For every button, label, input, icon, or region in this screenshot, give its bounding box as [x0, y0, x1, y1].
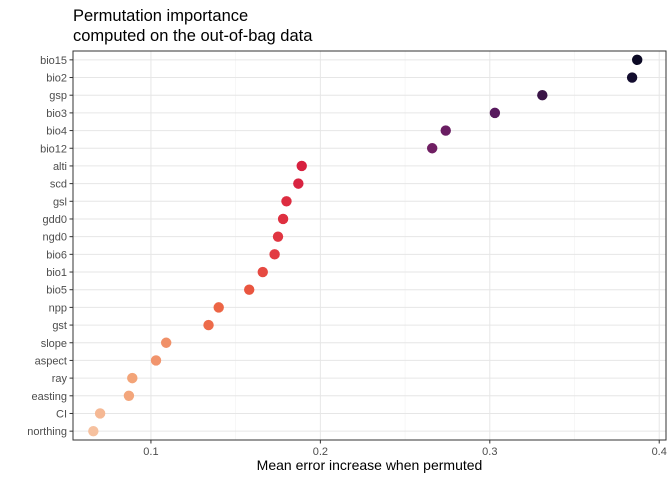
point-gsl	[281, 196, 292, 207]
point-bio2	[626, 72, 638, 83]
y-tick-label-bio2: bio2	[46, 73, 67, 85]
y-tick-label-gst: gst	[52, 320, 67, 332]
plot-border	[72, 50, 667, 441]
y-tick-label-scd: scd	[50, 179, 67, 191]
point-bio12	[426, 143, 438, 154]
x-tick-label: 0.2	[313, 446, 328, 458]
data-points	[88, 54, 643, 437]
minor-gridlines	[235, 51, 575, 440]
y-tick-label-alti: alti	[53, 161, 67, 173]
point-bio15	[631, 54, 643, 66]
point-slope	[160, 337, 172, 348]
y-tick-label-bio3: bio3	[46, 108, 67, 120]
plot-panel	[73, 51, 666, 440]
y-tick-label-gsp: gsp	[49, 90, 67, 102]
chart-title-line-1: Permutation importance	[73, 7, 248, 25]
point-ngd0	[272, 231, 284, 242]
point-easting	[123, 390, 135, 401]
point-gdd0	[277, 213, 289, 225]
point-ray	[127, 372, 138, 384]
y-tick-label-ngd0: ngd0	[43, 232, 67, 244]
point-aspect	[150, 355, 162, 366]
y-tick-label-bio12: bio12	[40, 143, 67, 155]
y-tick-label-bio6: bio6	[46, 249, 67, 261]
point-northing	[88, 425, 99, 437]
x-tick-label: 0.3	[482, 446, 497, 458]
point-gst	[203, 319, 214, 331]
y-axis-ticks: bio15 bio2 gsp bio3 bio4 bio12 alti scd gsl gdd0 n…	[27, 55, 73, 438]
chart-title-line-2: computed on the out-of-bag data	[73, 27, 313, 45]
x-tick-label: 0.1	[143, 446, 158, 458]
y-tick-label-gdd0: gdd0	[43, 214, 67, 226]
point-bio1	[257, 266, 268, 278]
y-tick-label-northing: northing	[27, 426, 67, 438]
y-tick-label-bio1: bio1	[46, 267, 67, 279]
point-npp	[213, 302, 224, 313]
y-tick-label-bio5: bio5	[46, 285, 67, 297]
y-tick-label-gsl: gsl	[53, 196, 67, 208]
x-axis-title: Mean error increase when permuted	[257, 457, 483, 473]
y-tick-label-ci: CI	[56, 408, 67, 420]
point-bio5	[244, 284, 255, 295]
point-scd	[293, 178, 304, 189]
point-bio3	[489, 107, 501, 119]
y-tick-label-bio4: bio4	[46, 126, 67, 138]
y-tick-label-easting: easting	[32, 391, 67, 403]
x-axis-ticks: 0.1 0.2 0.3 0.4	[143, 440, 667, 458]
y-tick-label-slope: slope	[41, 338, 67, 350]
point-alti	[296, 160, 307, 172]
major-gridlines	[73, 51, 666, 440]
point-bio6	[269, 249, 280, 260]
point-bio4	[440, 125, 451, 136]
y-tick-label-aspect: aspect	[35, 355, 67, 367]
x-tick-label: 0.4	[652, 446, 667, 458]
point-gsp	[537, 90, 548, 101]
point-ci	[94, 408, 106, 419]
y-tick-label-npp: npp	[49, 302, 67, 314]
y-tick-label-ray: ray	[52, 373, 68, 385]
y-tick-label-bio15: bio15	[40, 55, 67, 67]
